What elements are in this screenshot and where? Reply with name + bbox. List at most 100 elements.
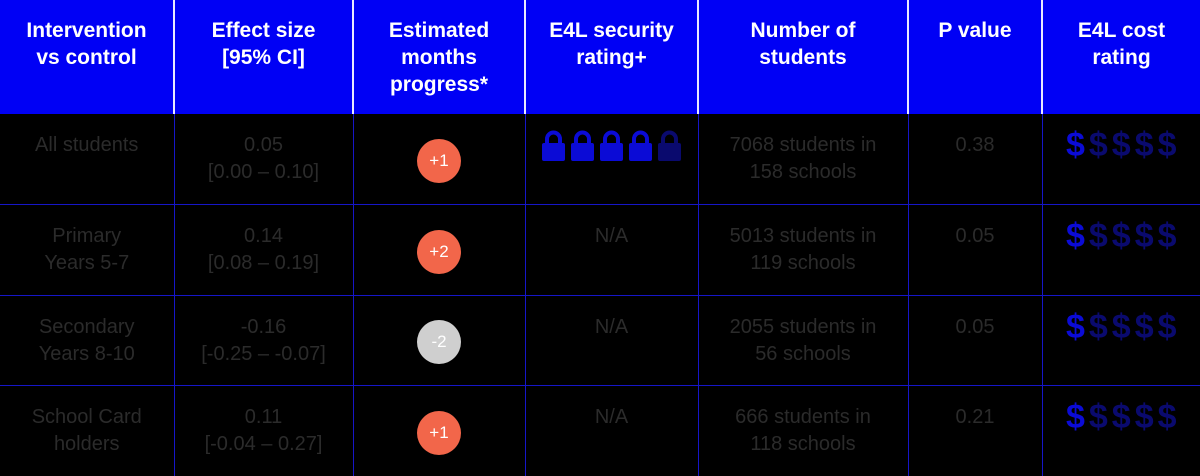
p-value-cell: 0.05 (907, 204, 1043, 296)
padlock-icon (658, 130, 681, 161)
schools-line: 56 schools (755, 342, 851, 365)
cost-cell: $ $ $ $ $ (1041, 385, 1200, 476)
dollar-icon: $ (1065, 307, 1085, 346)
security-cell: N/A (524, 385, 699, 476)
group-cell: School Card holders (0, 385, 175, 476)
p-value-cell: 0.21 (907, 385, 1043, 476)
p-value: 0.05 (955, 315, 995, 338)
cost-rating: $ $ $ $ $ (1066, 400, 1177, 434)
dollar-icon: $ (1134, 217, 1154, 255)
table-row: All students 0.05 [0.00 – 0.10] +1 7068 s… (0, 114, 1200, 205)
dollar-icon: $ (1088, 126, 1108, 164)
security-cell (524, 114, 699, 205)
header-line: Number of (750, 19, 856, 42)
months-progress-badge: -2 (417, 320, 461, 365)
cost-rating: $ $ $ $ $ (1066, 310, 1177, 344)
header-cost-rating: E4L cost rating (1041, 0, 1200, 114)
schools-line: 118 schools (750, 433, 856, 455)
padlock-icon (571, 130, 594, 161)
security-cell: N/A (524, 204, 699, 296)
header-line: Estimated (388, 19, 490, 42)
group-line: Years 5-7 (44, 252, 130, 274)
p-value: 0.38 (955, 134, 995, 156)
group-line: Secondary (38, 315, 135, 338)
months-cell: -2 (352, 294, 526, 386)
dollar-icon: $ (1088, 307, 1108, 346)
header-row: Intervention vs control Effect size [95% C… (0, 0, 1200, 114)
table-body: All students 0.05 [0.00 – 0.10] +1 7068 s… (0, 114, 1200, 476)
students-cell: 2055 students in 56 schools (697, 294, 909, 386)
security-rating-text: N/A (594, 315, 629, 338)
students-line: 666 students in (735, 406, 871, 428)
dollar-icon: $ (1157, 217, 1177, 255)
header-line: rating (1092, 46, 1151, 69)
students-line: 7068 students in (729, 134, 877, 156)
header-effect-size: Effect size [95% CI] (173, 0, 353, 114)
header-line: [95% CI] (222, 46, 305, 69)
months-progress-badge: +1 (417, 139, 461, 183)
months-cell: +1 (352, 385, 526, 476)
dollar-icon: $ (1111, 217, 1131, 255)
header-security-rating: E4L security rating+ (524, 0, 698, 114)
header-line: E4L cost (1077, 19, 1166, 42)
header-intervention: Intervention vs control (0, 0, 174, 114)
students-cell: 666 students in 118 schools (697, 385, 909, 476)
confidence-interval: [0.08 – 0.19] (207, 252, 320, 274)
header-line: Intervention (26, 19, 147, 42)
group-line: Years 8-10 (38, 342, 135, 365)
header-line: Effect size (211, 19, 316, 42)
p-value-cell: 0.38 (907, 114, 1043, 205)
confidence-interval: [-0.04 – 0.27] (204, 433, 323, 455)
dollar-icon: $ (1157, 126, 1177, 164)
students-cell: 7068 students in 158 schools (697, 114, 909, 205)
header-line: E4L security (549, 19, 674, 42)
group-cell: All students (0, 114, 175, 205)
confidence-interval: [0.00 – 0.10] (207, 161, 320, 183)
dollar-icon: $ (1134, 307, 1154, 346)
header-months-progress: Estimated months progress* (352, 0, 525, 114)
effect-cell: -0.16 [-0.25 – -0.07] (173, 294, 354, 386)
p-value: 0.21 (955, 406, 995, 428)
table-row: School Card holders 0.11 [-0.04 – 0.27] +1… (0, 385, 1200, 476)
cost-rating: $ $ $ $ $ (1066, 128, 1177, 162)
group-line: All students (35, 134, 139, 156)
cost-cell: $ $ $ $ $ (1041, 114, 1200, 205)
dollar-icon: $ (1111, 307, 1131, 346)
p-value: 0.05 (955, 225, 995, 247)
dollar-icon: $ (1111, 126, 1131, 164)
dollar-icon: $ (1088, 398, 1108, 436)
dollar-icon: $ (1065, 398, 1085, 436)
effect-cell: 0.11 [-0.04 – 0.27] (173, 385, 354, 476)
dollar-icon: $ (1157, 307, 1177, 346)
header-line: vs control (36, 46, 137, 69)
months-progress-badge: +2 (417, 229, 461, 274)
padlock-icon (542, 130, 565, 161)
security-rating (541, 130, 682, 162)
dollar-icon: $ (1065, 126, 1085, 164)
effect-cell: 0.14 [0.08 – 0.19] (173, 204, 354, 296)
header-line: P value (938, 19, 1012, 42)
effect-value: 0.14 (244, 225, 283, 247)
security-rating-text: N/A (594, 225, 629, 247)
students-line: 2055 students in (729, 315, 877, 338)
effect-value: -0.16 (240, 315, 287, 338)
months-progress-badge: +1 (417, 411, 461, 455)
group-line: Primary (52, 225, 122, 247)
header-line: months (401, 46, 477, 69)
header-p-value: P value (907, 0, 1042, 114)
dollar-icon: $ (1065, 217, 1085, 255)
dollar-icon: $ (1111, 398, 1131, 436)
group-cell: Primary Years 5-7 (0, 204, 175, 296)
dollar-icon: $ (1157, 398, 1177, 436)
p-value-cell: 0.05 (907, 294, 1043, 386)
months-cell: +1 (352, 114, 526, 205)
header-line: progress* (389, 73, 489, 96)
schools-line: 158 schools (749, 161, 857, 183)
months-cell: +2 (352, 204, 526, 296)
group-line: holders (53, 433, 120, 455)
header-line: rating+ (576, 46, 647, 69)
header-number-of-students: Number of students (697, 0, 908, 114)
group-line: School Card (31, 406, 142, 428)
cost-rating: $ $ $ $ $ (1066, 219, 1177, 253)
